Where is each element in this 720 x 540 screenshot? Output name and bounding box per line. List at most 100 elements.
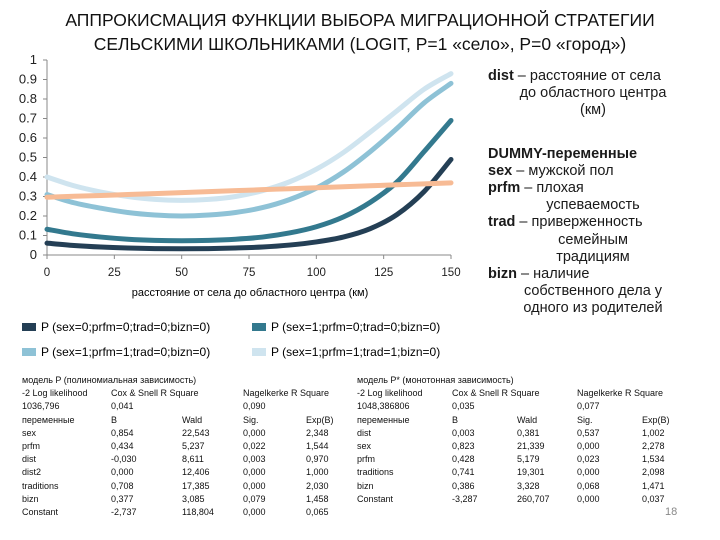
table-cell: 1,002 <box>642 427 665 438</box>
table-cell: sex <box>22 427 37 438</box>
table-cell: 1,534 <box>642 454 665 465</box>
table-cell: 0,022 <box>243 440 266 451</box>
legend-swatch-2 <box>252 323 266 331</box>
table-cell: 0,381 <box>517 427 540 438</box>
table-cell: 5,179 <box>517 454 540 465</box>
table-cell: 2,030 <box>306 480 329 491</box>
chart-legend: P (sex=0;prfm=0;trad=0;bizn=0) P (sex=1;… <box>22 318 492 364</box>
series-line-2 <box>44 117 454 244</box>
table-row: sex 0,854 22,543 0,000 2,348 <box>22 428 352 441</box>
legend-swatch-1 <box>22 323 36 331</box>
legend-label-3: P (sex=1;prfm=1;trad=0;bizn=0) <box>41 345 211 359</box>
x-tick-label: 150 <box>441 267 460 279</box>
x-tick-label: 125 <box>374 267 393 279</box>
table-cell: 0,000 <box>243 506 266 517</box>
table-row: traditions 0,708 17,385 0,000 2,030 <box>22 481 352 494</box>
legend-label-1: P (sex=0;prfm=0;trad=0;bizn=0) <box>41 320 211 334</box>
y-tick-label: 0.6 <box>19 130 37 145</box>
table-cell: 0,003 <box>243 454 266 465</box>
table-cell: 0,003 <box>452 427 475 438</box>
table-cell: Exp(B) <box>642 414 670 425</box>
legend-label-2: P (sex=1;prfm=0;trad=0;bizn=0) <box>271 320 441 334</box>
table-cell: переменные <box>357 414 410 425</box>
table-cell: traditions <box>22 480 59 491</box>
table-row: переменные B Wald Sig. Exp(B) <box>22 415 352 428</box>
table-cell: 0,077 <box>577 401 600 412</box>
table-cell: 0,000 <box>577 467 600 478</box>
series-line-3 <box>44 80 454 219</box>
table-cell: 17,385 <box>182 480 210 491</box>
note-trad: trad – приверженность <box>488 214 643 231</box>
table-cell: B <box>111 414 118 425</box>
model-p-star-table: модель P* (монотонная зависимость) -2 Log… <box>357 375 687 507</box>
table-cell: 0,000 <box>243 427 266 438</box>
table-cell: dist <box>22 454 37 465</box>
table-cell: Cox & Snell R Square <box>452 388 540 399</box>
table-cell: 5,237 <box>182 440 205 451</box>
table-row: dist -0,030 8,611 0,003 0,970 <box>22 454 352 467</box>
note-prfm-line2: успеваемость <box>546 197 640 214</box>
note-bizn-line3: одного из родителей <box>523 300 663 317</box>
table-row: модель P* (монотонная зависимость) <box>357 375 687 388</box>
table-cell: 0,023 <box>577 454 600 465</box>
table-cell: bizn <box>22 493 39 504</box>
legend-label-4: P (sex=1;prfm=1;trad=1;bizn=0) <box>271 345 441 359</box>
table-cell: Exp(B) <box>306 414 334 425</box>
note-sex: sex – мужской пол <box>488 162 614 179</box>
y-tick-label: 0.1 <box>19 228 37 243</box>
table-cell: Wald <box>517 414 538 425</box>
table-cell: bizn <box>357 480 374 491</box>
y-tick-label: 0.7 <box>19 111 37 126</box>
table-cell: 19,301 <box>517 467 545 478</box>
logit-chart: 0 0.1 0.2 0.3 0.4 0.5 0.6 0.7 0.8 0.9 1 0 25 50 75 100 1… <box>19 52 461 279</box>
note-trad-line3: традициям <box>556 248 630 265</box>
table-cell: Constant <box>22 506 59 517</box>
table-cell: 0,068 <box>577 480 600 491</box>
model-p-table: модель P (полиномиальная зависимость) -2 … <box>22 375 352 520</box>
note-bizn: bizn – наличие <box>488 266 590 283</box>
table-cell: 0,065 <box>306 506 329 517</box>
table-cell: 1036,796 <box>22 401 60 412</box>
legend-swatch-4 <box>252 348 266 356</box>
legend-item-2: P (sex=1;prfm=0;trad=0;bizn=0) <box>252 320 440 334</box>
y-tick-label: 0.2 <box>19 208 37 223</box>
legend-swatch-3 <box>22 348 36 356</box>
table-row: prfm 0,428 5,179 0,023 1,534 <box>357 454 687 467</box>
slide-title: АППРОКИСМАЦИЯ ФУНКЦИИ ВЫБОРА МИГРАЦИОННО… <box>40 8 680 56</box>
y-tick-label: 0.4 <box>19 169 37 184</box>
note-bizn-line2: собственного дела у <box>523 283 663 300</box>
table-cell: 0,000 <box>243 480 266 491</box>
table-cell: 0,377 <box>111 493 134 504</box>
table-cell: 0,035 <box>452 401 475 412</box>
y-tick-label: 0.9 <box>19 72 37 87</box>
variable-notes: dist – расстояние от села до областного … <box>488 68 698 318</box>
table-cell: dist2 <box>22 467 42 478</box>
table-cell: -3,287 <box>452 493 478 504</box>
y-tick-label: 0.3 <box>19 189 37 204</box>
table-cell: dist <box>357 427 372 438</box>
table-cell: Sig. <box>577 414 593 425</box>
x-tick-label: 75 <box>243 267 256 279</box>
table-row: traditions 0,741 19,301 0,000 2,098 <box>357 467 687 480</box>
table-cell: 3,085 <box>182 493 205 504</box>
table-cell: -2,737 <box>111 506 137 517</box>
table-cell: модель P (полиномиальная зависимость) <box>22 375 197 385</box>
table-cell: 0,000 <box>243 467 266 478</box>
table-cell: переменные <box>22 414 75 425</box>
table-cell: модель P* (монотонная зависимость) <box>357 375 514 385</box>
table-cell: 2,278 <box>642 440 665 451</box>
table-cell: 21,339 <box>517 440 545 451</box>
x-tick-label: 50 <box>175 267 188 279</box>
legend-item-3: P (sex=1;prfm=1;trad=0;bizn=0) <box>22 345 210 359</box>
table-cell: 0,854 <box>111 427 134 438</box>
table-cell: 118,804 <box>182 506 214 517</box>
page-number: 18 <box>665 506 678 518</box>
note-dist-line2: до областного центра <box>519 85 667 102</box>
table-cell: 0,386 <box>452 480 475 491</box>
table-row: dist 0,003 0,381 0,537 1,002 <box>357 428 687 441</box>
table-row: dist2 0,000 12,406 0,000 1,000 <box>22 467 352 480</box>
table-cell: 0,000 <box>577 493 600 504</box>
table-cell: 2,098 <box>642 467 665 478</box>
note-dist-line3: (км) <box>580 102 606 119</box>
table-row: Constant -2,737 118,804 0,000 0,065 <box>22 507 352 520</box>
